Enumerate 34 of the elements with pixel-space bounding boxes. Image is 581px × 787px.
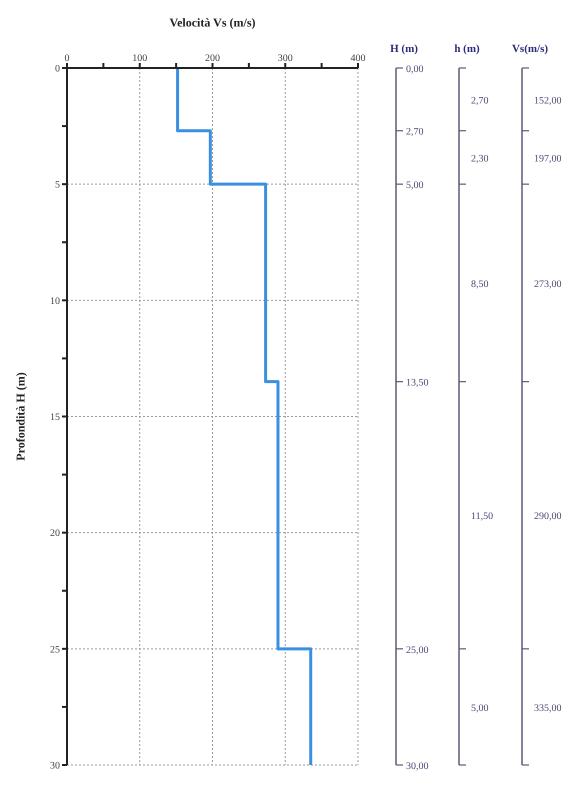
text: 2,30	[471, 153, 488, 164]
x-tick-label: 300	[278, 53, 293, 64]
text: h (m)	[454, 43, 480, 55]
y-tick-label: 10	[50, 296, 60, 307]
y2-tick-label: 5,00	[406, 180, 424, 192]
text: 152,00	[534, 95, 562, 106]
y-axis-title: Profondità H (m)	[13, 372, 28, 461]
y2-tick-label: 2,70	[406, 126, 424, 138]
line-series	[176, 68, 312, 765]
text: Vs(m/s)	[512, 43, 548, 55]
text: 11,50	[471, 511, 494, 522]
text: 290,00	[534, 511, 562, 522]
y2-tick-label: 30,00	[406, 761, 428, 772]
y-tick-label: 20	[50, 528, 60, 540]
text: 335,00	[534, 702, 562, 714]
y-tick-label: 5	[55, 180, 60, 191]
y-tick-label: 30	[50, 760, 60, 772]
y-tick-label: 25	[50, 644, 60, 656]
y2-tick-label: 25,00	[406, 644, 428, 656]
y2-axis-title: H (m)	[390, 43, 418, 55]
text: 273,00	[534, 278, 562, 290]
y2-tick-label: 13,50	[406, 378, 428, 389]
y-tick-label: 15	[50, 412, 60, 424]
y-tick-label: 0	[55, 64, 60, 75]
text: 5,00	[471, 702, 488, 714]
x-tick-label: 200	[205, 53, 220, 64]
y2-tick-label: 0,00	[406, 64, 424, 75]
text: 197,00	[534, 153, 562, 164]
x-tick-label: 400	[350, 53, 366, 64]
x-axis-title: Velocità Vs (m/s)	[170, 16, 256, 30]
text: 8,50	[471, 278, 488, 290]
text: 2,70	[471, 95, 488, 106]
x-tick-label: 0	[64, 53, 70, 64]
x-tick-label: 100	[132, 53, 148, 64]
